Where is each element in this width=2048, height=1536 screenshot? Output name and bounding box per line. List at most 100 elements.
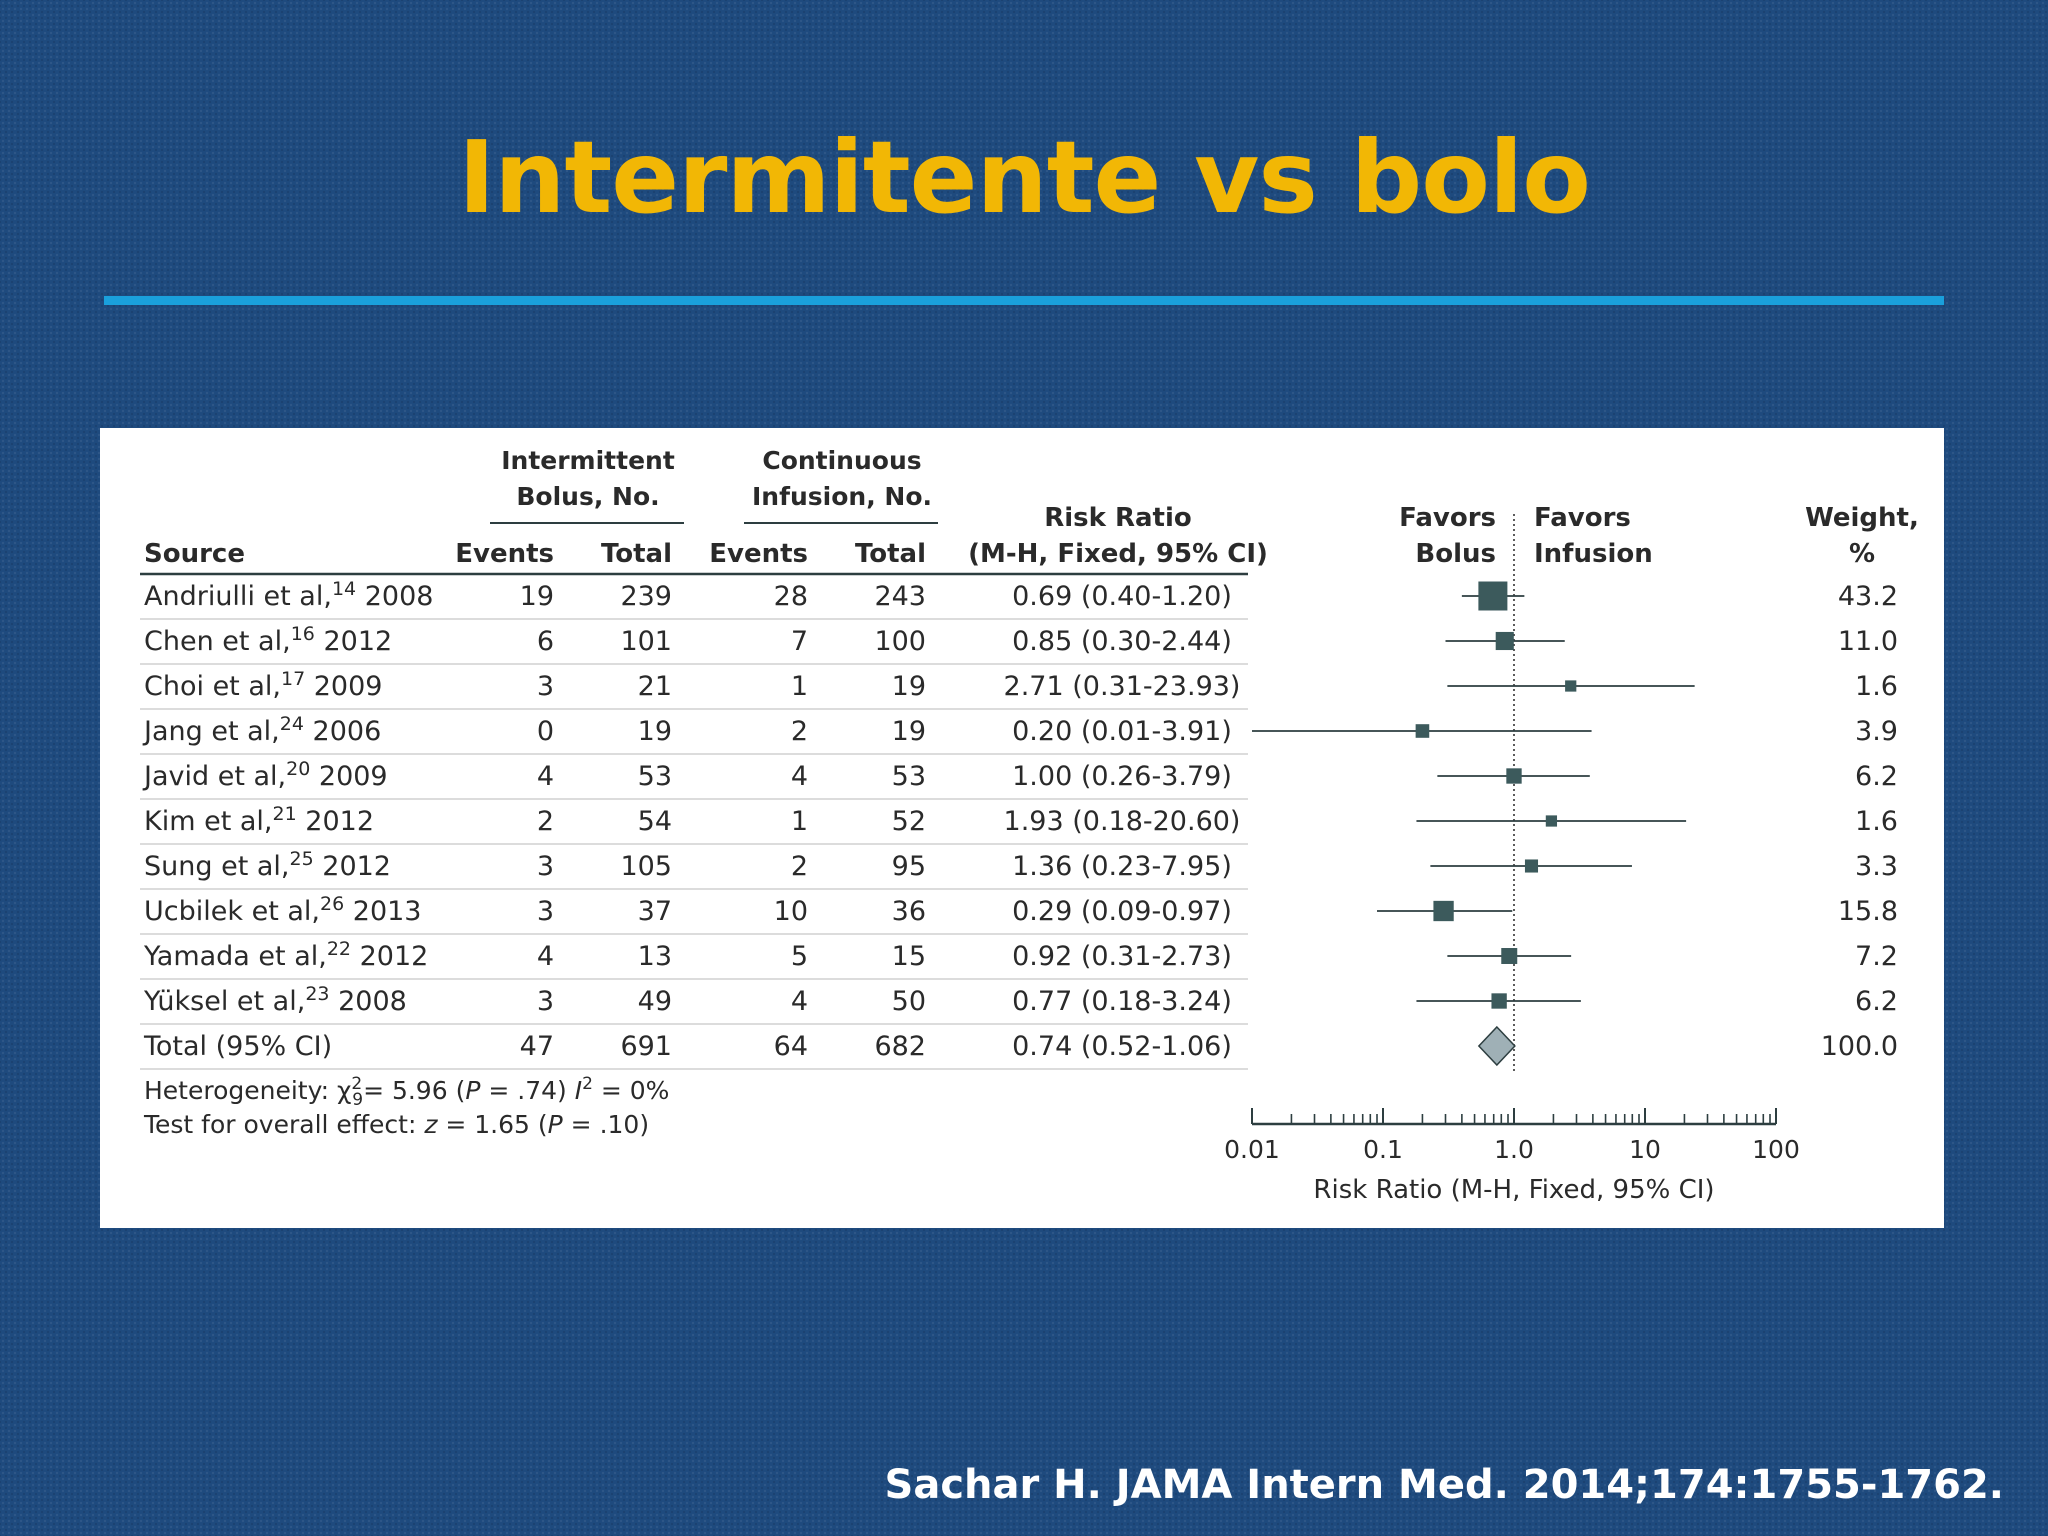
row-7-point xyxy=(1524,859,1539,873)
row-4-events-bolus: 0 xyxy=(537,716,554,747)
header-total-1: Total xyxy=(601,539,672,569)
row-2-events-infusion: 7 xyxy=(791,626,808,657)
total-events-infusion: 64 xyxy=(774,1031,808,1062)
total-events-bolus: 47 xyxy=(520,1031,554,1062)
row-9-source: Yamada et al,22 2012 xyxy=(143,938,428,972)
row-9-total-infusion: 15 xyxy=(892,941,926,972)
row-3-events-infusion: 1 xyxy=(791,671,808,702)
row-3-events-bolus: 3 xyxy=(537,671,554,702)
forest-plot: Intermittent Bolus, No. Continuous Infusion… xyxy=(140,446,1919,1205)
row-5-weight: 6.2 xyxy=(1855,761,1898,792)
row-4-point xyxy=(1415,724,1430,738)
row-2-source: Chen et al,16 2012 xyxy=(144,623,392,657)
header-favors-bolus-1: Favors xyxy=(1399,503,1496,533)
row-7-events-bolus: 3 xyxy=(537,851,554,882)
row-8-risk-ratio: 0.29 (0.09-0.97) xyxy=(1012,896,1232,927)
x-tick-label: 100 xyxy=(1752,1135,1800,1164)
total-risk-ratio: 0.74 (0.52-1.06) xyxy=(1012,1031,1232,1062)
row-8-source: Ucbilek et al,26 2013 xyxy=(144,893,421,927)
row-5-events-infusion: 4 xyxy=(791,761,808,792)
row-8-events-bolus: 3 xyxy=(537,896,554,927)
row-4-weight: 3.9 xyxy=(1855,716,1898,747)
row-10-total-infusion: 50 xyxy=(892,986,926,1017)
row-2-total-infusion: 100 xyxy=(874,626,926,657)
row-6-events-infusion: 1 xyxy=(791,806,808,837)
row-10-point xyxy=(1491,993,1507,1009)
row-5-risk-ratio: 1.00 (0.26-3.79) xyxy=(1012,761,1232,792)
row-10-events-infusion: 4 xyxy=(791,986,808,1017)
row-8-total-bolus: 37 xyxy=(638,896,672,927)
row-6-risk-ratio: 1.93 (0.18-20.60) xyxy=(1004,806,1241,837)
header-rr-line1: Risk Ratio xyxy=(1044,503,1192,533)
row-7-source: Sung et al,25 2012 xyxy=(144,848,391,882)
x-tick-label: 1.0 xyxy=(1494,1135,1534,1164)
total-diamond xyxy=(1477,1025,1516,1067)
row-6-source: Kim et al,21 2012 xyxy=(144,803,374,837)
total-weight: 100.0 xyxy=(1821,1031,1898,1062)
header-events-1: Events xyxy=(455,539,554,569)
header-favors-infusion-1: Favors xyxy=(1534,503,1631,533)
row-6-total-bolus: 54 xyxy=(638,806,672,837)
row-6-total-infusion: 52 xyxy=(892,806,926,837)
header-weight-2: % xyxy=(1849,539,1875,569)
header-group2-line1: Continuous xyxy=(762,446,921,475)
row-3-total-infusion: 19 xyxy=(892,671,926,702)
row-2-total-bolus: 101 xyxy=(620,626,672,657)
header-weight-1: Weight, xyxy=(1805,503,1919,533)
row-10-total-bolus: 49 xyxy=(638,986,672,1017)
header-favors-bolus-2: Bolus xyxy=(1415,539,1496,569)
heterogeneity-note: Heterogeneity: χ2 9= 5.96 (P = .74) I2 = … xyxy=(144,1074,669,1110)
row-9-weight: 7.2 xyxy=(1855,941,1898,972)
header-source: Source xyxy=(144,539,245,569)
row-1-events-bolus: 19 xyxy=(520,581,554,612)
row-4-events-infusion: 2 xyxy=(791,716,808,747)
row-3-source: Choi et al,17 2009 xyxy=(144,668,382,702)
slide-title: Intermitente vs bolo xyxy=(458,119,1591,236)
row-1-total-infusion: 243 xyxy=(874,581,926,612)
x-tick-label: 0.01 xyxy=(1224,1135,1280,1164)
row-5-events-bolus: 4 xyxy=(537,761,554,792)
header-events-2: Events xyxy=(709,539,808,569)
row-3-risk-ratio: 2.71 (0.31-23.93) xyxy=(1004,671,1241,702)
header-favors-infusion-2: Infusion xyxy=(1534,539,1653,569)
row-10-events-bolus: 3 xyxy=(537,986,554,1017)
title-divider xyxy=(104,296,1944,305)
row-2-events-bolus: 6 xyxy=(537,626,554,657)
row-4-total-bolus: 19 xyxy=(638,716,672,747)
total-label: Total (95% CI) xyxy=(143,1031,332,1062)
row-3-point xyxy=(1565,680,1577,692)
row-7-weight: 3.3 xyxy=(1855,851,1898,882)
row-10-risk-ratio: 0.77 (0.18-3.24) xyxy=(1012,986,1232,1017)
row-5-point xyxy=(1506,768,1522,784)
row-9-events-bolus: 4 xyxy=(537,941,554,972)
row-5-total-infusion: 53 xyxy=(892,761,926,792)
row-1-point xyxy=(1478,581,1508,611)
row-9-total-bolus: 13 xyxy=(638,941,672,972)
row-10-source: Yüksel et al,23 2008 xyxy=(143,983,407,1017)
row-9-risk-ratio: 0.92 (0.31-2.73) xyxy=(1012,941,1232,972)
row-4-source: Jang et al,24 2006 xyxy=(142,713,381,747)
forest-plot-panel: Intermittent Bolus, No. Continuous Infusion… xyxy=(100,428,1944,1228)
header-rr-line2: (M-H, Fixed, 95% CI) xyxy=(968,539,1268,569)
row-8-weight: 15.8 xyxy=(1838,896,1898,927)
row-6-events-bolus: 2 xyxy=(537,806,554,837)
header-group2-line2: Infusion, No. xyxy=(752,482,932,511)
row-2-point xyxy=(1495,631,1514,651)
row-1-source: Andriulli et al,14 2008 xyxy=(144,578,433,612)
total-total-bolus: 691 xyxy=(620,1031,672,1062)
row-2-risk-ratio: 0.85 (0.30-2.44) xyxy=(1012,626,1232,657)
row-1-weight: 43.2 xyxy=(1838,581,1898,612)
overall-effect-note: Test for overall effect: z = 1.65 (P = .… xyxy=(143,1110,649,1139)
row-4-risk-ratio: 0.20 (0.01-3.91) xyxy=(1012,716,1232,747)
row-5-source: Javid et al,20 2009 xyxy=(142,758,388,792)
header-group1-line2: Bolus, No. xyxy=(516,482,659,511)
row-8-point xyxy=(1433,900,1454,922)
row-1-total-bolus: 239 xyxy=(620,581,672,612)
row-7-total-infusion: 95 xyxy=(892,851,926,882)
total-total-infusion: 682 xyxy=(874,1031,926,1062)
header-group1-line1: Intermittent xyxy=(501,446,675,475)
row-7-risk-ratio: 1.36 (0.23-7.95) xyxy=(1012,851,1232,882)
row-2-weight: 11.0 xyxy=(1838,626,1898,657)
row-9-point xyxy=(1501,948,1518,964)
x-axis-title: Risk Ratio (M-H, Fixed, 95% CI) xyxy=(1313,1175,1714,1205)
